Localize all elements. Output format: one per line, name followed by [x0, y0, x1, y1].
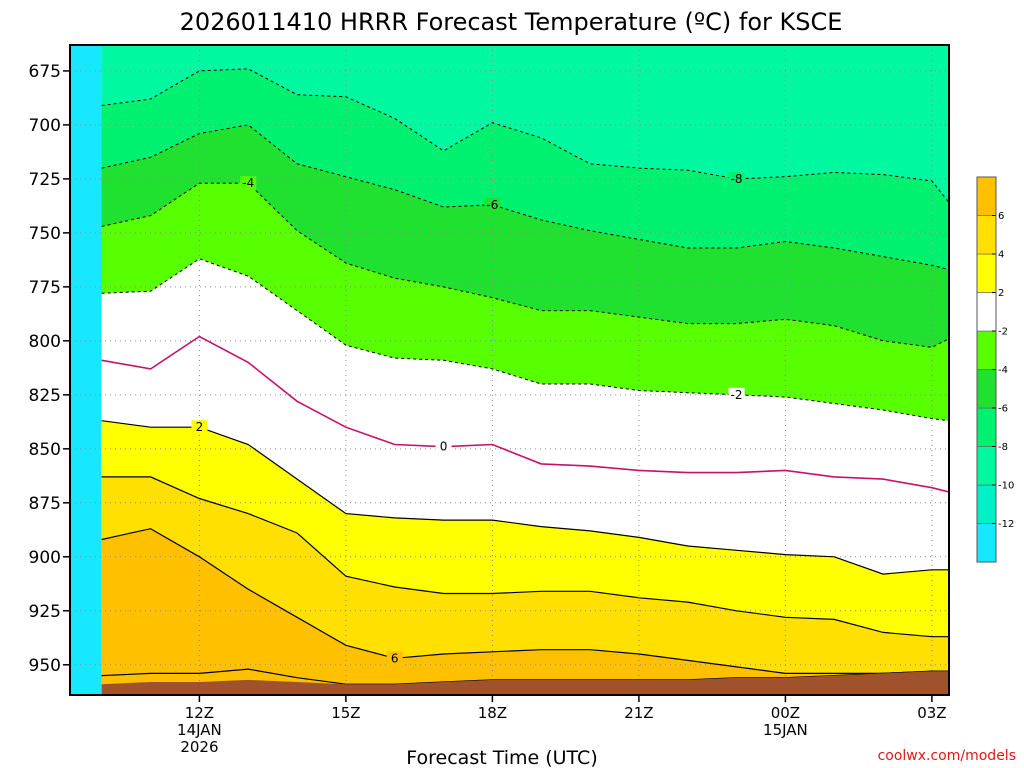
- y-tick-label-925: 925: [29, 602, 61, 622]
- isotherm-line-4: [101, 476, 949, 638]
- isotherm-line-2: [101, 420, 949, 575]
- colorbar-frame: [976, 176, 997, 563]
- colorbar-label-2: -8: [998, 442, 1008, 453]
- isotherm-label--6: -6: [486, 198, 498, 212]
- isotherm-label-bg-0: [435, 439, 452, 454]
- y-tick-label-900: 900: [29, 548, 61, 568]
- isotherm-label--4: -4: [242, 176, 254, 190]
- colorbar-label-4: -4: [998, 365, 1008, 376]
- colorbar-label-1: -10: [998, 481, 1014, 492]
- colorbar: -12 -10 -8 -6 -4 -2 2 4 6: [976, 176, 1014, 563]
- isotherm-labels: -8 -6 -4 -2 0 2 6: [191, 171, 745, 666]
- x-tick-label-18Z-1: 18Z: [478, 704, 507, 722]
- band-fill-6: [101, 528, 949, 695]
- x-axis-label: Forecast Time (UTC): [406, 747, 597, 768]
- colorbar-label-0: -12: [998, 519, 1014, 530]
- x-tick-label-12Z-2: 14JAN: [177, 721, 222, 739]
- colorbar-segment-6: [976, 292, 997, 332]
- colorbar-segment-0: [976, 523, 997, 563]
- isotherm-label-bg-2: [191, 420, 208, 435]
- y-tick-label-775: 775: [29, 278, 61, 298]
- isotherm-label--2: -2: [731, 388, 743, 402]
- ground-layer: [101, 671, 949, 695]
- x-tick-label-12Z-3: 2026: [180, 738, 218, 756]
- isotherm-label-bg--6: [484, 197, 501, 212]
- x-tick-label-00Z-2: 15JAN: [763, 721, 808, 739]
- isotherm-line--6: [101, 124, 949, 271]
- isotherm-label-bg--4: [240, 176, 257, 191]
- isotherm-label-bg--2: [728, 387, 745, 402]
- colorbar-segment-9: [976, 176, 997, 216]
- colorbar-segment-5: [976, 330, 997, 370]
- temperature-fills: [70, 45, 949, 695]
- y-tick-label-800: 800: [29, 332, 61, 352]
- y-tick-label-825: 825: [29, 386, 61, 406]
- x-tick-label-12Z-1: 12Z: [185, 704, 214, 722]
- ground-fill: [101, 671, 949, 695]
- colorbar-label-5: -2: [998, 327, 1008, 338]
- isotherm-label-bg--8: [728, 171, 745, 186]
- isotherm-line-0: [101, 335, 949, 493]
- y-tick-label-750: 750: [29, 224, 61, 244]
- isotherm-label-bg-6: [386, 651, 403, 666]
- chart-title: 2026011410 HRRR Forecast Temperature (ºC…: [180, 8, 843, 36]
- colorbar-segment-4: [976, 369, 997, 409]
- y-tick-label-675: 675: [29, 62, 61, 82]
- colorbar-label-6: 2: [998, 288, 1004, 299]
- colorbar-label-3: -6: [998, 404, 1008, 415]
- colorbar-segment-8: [976, 215, 997, 255]
- colorbar-segment-3: [976, 407, 997, 447]
- plot-area: -8 -6 -4 -2 0 2 6: [70, 45, 949, 695]
- x-tick-label-03Z-1: 03Z: [917, 704, 946, 722]
- colorbar-segment-1: [976, 484, 997, 524]
- watermark: coolwx.com/models: [878, 748, 1016, 764]
- colorbar-label-7: 4: [998, 250, 1004, 261]
- x-tick-label-15Z-1: 15Z: [331, 704, 360, 722]
- colorbar-segment-7: [976, 253, 997, 293]
- isotherm-label-2: 2: [196, 420, 204, 434]
- plot-frame: [69, 44, 950, 696]
- y-tick-label-700: 700: [29, 116, 61, 136]
- y-tick-label-875: 875: [29, 494, 61, 514]
- grid-lines: [70, 45, 949, 695]
- isotherm-label-0: 0: [440, 440, 448, 454]
- y-tick-label-950: 950: [29, 656, 61, 676]
- colorbar-label-8: 6: [998, 211, 1004, 222]
- isotherm-label-6: 6: [391, 651, 399, 665]
- y-axis: 675 700 725 750 775 800 825 850 875 900 925 950: [29, 62, 70, 676]
- y-tick-label-850: 850: [29, 440, 61, 460]
- isotherm-label--8: -8: [731, 172, 743, 186]
- x-tick-label-00Z-1: 00Z: [771, 704, 800, 722]
- isotherm-line-6: [101, 528, 949, 674]
- y-tick-label-725: 725: [29, 170, 61, 190]
- x-tick-label-21Z-1: 21Z: [624, 704, 653, 722]
- colorbar-segment-2: [976, 446, 997, 486]
